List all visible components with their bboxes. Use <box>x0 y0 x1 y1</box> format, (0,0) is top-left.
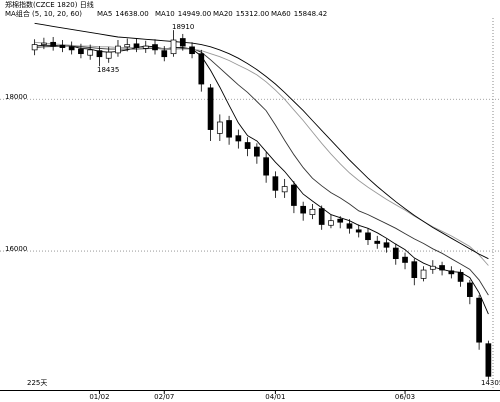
x-tick-label: 02/07 <box>154 393 174 401</box>
ma-line <box>34 41 489 266</box>
candle-body <box>309 208 316 215</box>
candle-body <box>179 38 186 47</box>
legend-value: 14638.00 <box>115 10 148 18</box>
candle-body <box>485 343 492 377</box>
candle-body <box>170 39 177 55</box>
y-tick-label: 18000 <box>5 93 27 101</box>
candle-body <box>189 46 195 55</box>
x-tick-label: 06/03 <box>395 393 415 401</box>
candle-body <box>272 176 279 191</box>
candle-body <box>346 223 353 229</box>
candle-body <box>254 146 260 157</box>
candle-body <box>429 265 436 270</box>
candle-body <box>467 282 473 297</box>
y-tick-label: 16000 <box>5 245 27 253</box>
candle-body <box>161 50 168 58</box>
x-tick-label: 04/01 <box>265 393 285 401</box>
candle-body <box>142 45 149 49</box>
candle-body <box>374 240 381 244</box>
candle-body <box>31 44 38 51</box>
legend-value: 14949.00 <box>178 10 211 18</box>
candle-body <box>291 184 297 206</box>
candle-body <box>439 265 445 271</box>
candle-body <box>198 53 205 85</box>
candle-body <box>318 208 325 225</box>
legend-value: 15848.42 <box>294 10 327 18</box>
candle-body <box>476 297 482 343</box>
candle-body <box>337 218 344 223</box>
candle-body <box>207 87 214 130</box>
candle-body <box>392 247 399 260</box>
chart-title: 郑棉指数(CZCE 1820) 日线 <box>5 0 94 9</box>
candle-body <box>235 135 242 142</box>
candle-body <box>96 50 103 58</box>
candle-body <box>448 270 455 275</box>
candle-body <box>383 242 390 248</box>
ma-line <box>34 45 489 296</box>
annotation: 14305 <box>481 379 500 387</box>
candle-body <box>78 48 84 55</box>
candle-body <box>328 220 334 226</box>
candle-body <box>41 42 47 45</box>
candle-body <box>115 45 121 54</box>
candle-body <box>402 256 408 263</box>
candle-body <box>411 261 418 278</box>
candle-body <box>216 121 223 134</box>
annotation: 18910 <box>172 23 194 31</box>
candle-body <box>105 51 112 59</box>
candle-body <box>124 44 131 48</box>
legend-name: MA20 <box>213 10 233 18</box>
candle-body <box>300 205 307 214</box>
candle-body <box>244 142 251 149</box>
candle-body <box>133 43 140 48</box>
candle-body <box>59 44 66 48</box>
candle-body <box>263 157 269 176</box>
candle-body <box>68 46 75 51</box>
period-label: 225天 <box>27 379 47 387</box>
candle-body <box>420 269 427 279</box>
x-tick-label: 01/02 <box>89 393 109 401</box>
candle-body <box>152 44 158 51</box>
candle-body <box>365 232 371 241</box>
ma-line <box>34 22 489 260</box>
candle-body <box>355 229 362 233</box>
legend-name: MA10 <box>155 10 175 18</box>
candle-body <box>50 41 57 47</box>
candle-body <box>226 120 232 138</box>
candle-body <box>87 49 94 56</box>
legend-name: MA60 <box>271 10 291 18</box>
candle-body <box>457 271 464 282</box>
legend-name: MA5 <box>97 10 112 18</box>
annotation: 18435 <box>97 66 119 74</box>
candle-body <box>281 186 288 193</box>
legend-value: 15312.00 <box>236 10 269 18</box>
indicator-label: MA组合 (5, 10, 20, 60) <box>5 9 82 18</box>
